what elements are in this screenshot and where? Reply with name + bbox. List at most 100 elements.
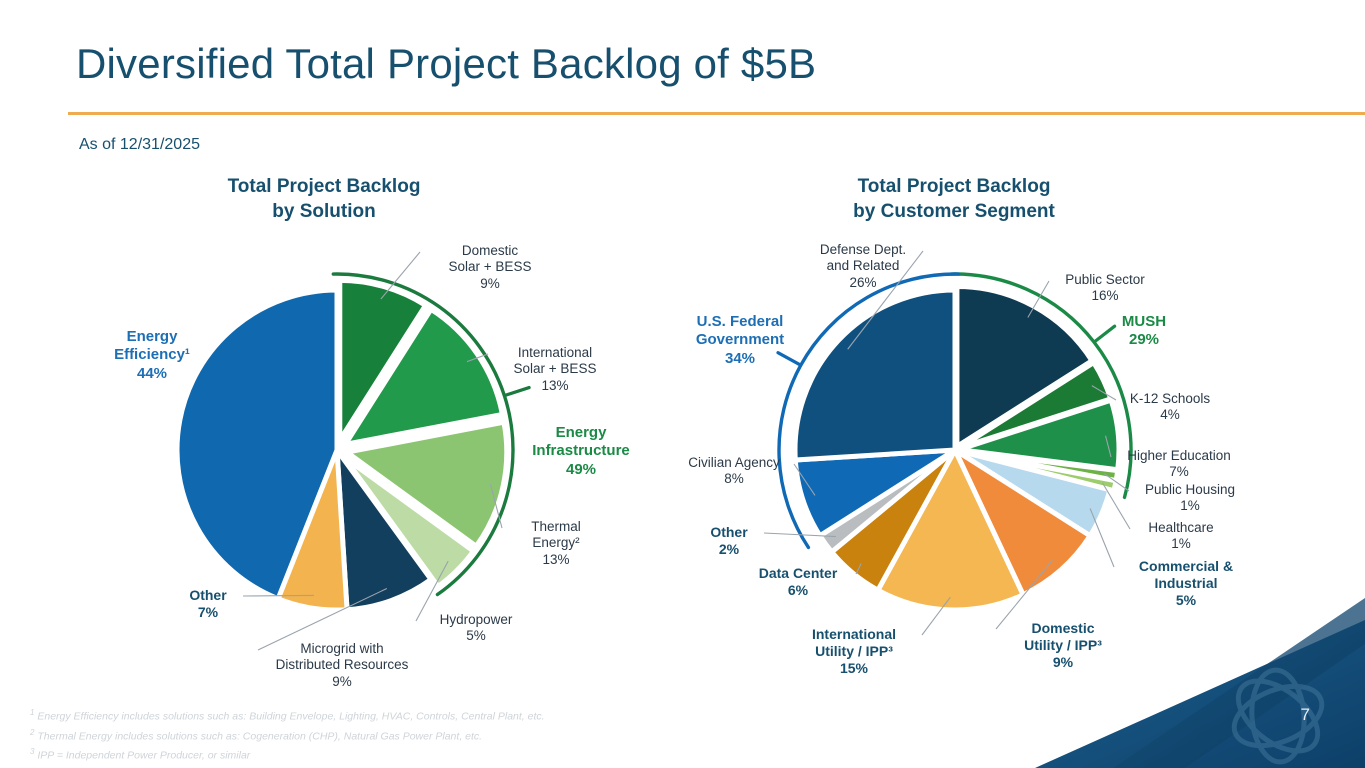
pie-slice[interactable]	[954, 283, 1095, 449]
label-percent: 15%	[839, 660, 869, 677]
footnote-1: 1 Energy Efficiency includes solutions s…	[30, 708, 545, 723]
group-label-by-customer-segment-1: U.S. Federal Government 34%	[681, 313, 799, 368]
chart-title-line1: Total Project Backlog	[227, 176, 421, 197]
chart-title-line2: by Customer Segment	[853, 201, 1055, 223]
footnote-marker: 1	[30, 708, 35, 717]
page-number: 7	[1300, 705, 1310, 724]
label-text: K-12 Schools	[1129, 391, 1211, 406]
label-percent: 7%	[1169, 464, 1189, 480]
label-text: Defense Dept. and Related	[819, 242, 907, 274]
title-divider	[68, 112, 1365, 115]
label-text: Thermal Energy²	[531, 519, 581, 551]
pie-label-by-customer-segment-11: Defense Dept. and Related 26%	[807, 242, 919, 291]
pie-slice[interactable]	[952, 447, 1093, 598]
leader-line	[489, 484, 503, 529]
label-text: Energy Efficiency¹	[114, 328, 190, 364]
label-text: Other	[189, 587, 227, 603]
label-text: Healthcare	[1148, 520, 1214, 535]
label-text: Microgrid with Distributed Resources	[275, 641, 409, 673]
chart-title-by-customer-segment: Total Project Backlog by Customer Segmen…	[776, 174, 1132, 224]
label-percent: 13%	[541, 377, 569, 393]
leader-line	[763, 532, 836, 538]
label-percent: 8%	[724, 471, 744, 487]
label-percent: 4%	[1160, 407, 1180, 423]
pie-label-by-customer-segment-8: Data Center 6%	[744, 565, 852, 599]
pie-slice[interactable]	[342, 306, 505, 447]
pie-label-by-solution-3: Hydropower 5%	[420, 612, 532, 645]
leader-line	[1027, 280, 1050, 318]
as-of-date: As of 12/31/2025	[79, 136, 200, 153]
footnotes: 1 Energy Efficiency includes solutions s…	[30, 706, 545, 765]
leader-line	[466, 353, 489, 363]
pie-label-by-solution-2: Thermal Energy² 13%	[506, 519, 606, 568]
pie-slice[interactable]	[956, 397, 1122, 473]
label-text: Energy Infrastructure	[532, 424, 630, 460]
pie-slice[interactable]	[275, 447, 350, 613]
pie-label-by-customer-segment-3: Public Housing 1%	[1133, 482, 1247, 515]
label-text: Commercial & Industrial	[1138, 558, 1234, 592]
pie-slice[interactable]	[792, 287, 958, 463]
arc-bracket-0	[331, 272, 515, 597]
arc-bracket-0	[949, 272, 1133, 500]
footnote-2: 2 Thermal Energy includes solutions such…	[30, 727, 483, 743]
footnote-marker: 3	[30, 747, 35, 757]
label-text: MUSH	[1121, 313, 1167, 330]
pie-label-by-customer-segment-1: K-12 Schools 4%	[1120, 391, 1220, 424]
arc-bracket-1	[777, 272, 961, 550]
pie-slice[interactable]	[344, 419, 510, 549]
group-label-by-customer-segment-0: MUSH 29%	[1098, 313, 1190, 350]
label-percent: 34%	[724, 349, 756, 367]
label-percent: 29%	[1128, 331, 1160, 349]
pie-slice[interactable]	[341, 454, 477, 590]
label-percent: 9%	[1052, 654, 1074, 671]
leader-line	[1104, 435, 1112, 458]
leader-line	[793, 463, 816, 496]
pie-slice[interactable]	[337, 277, 429, 443]
label-text: Public Sector	[1065, 272, 1145, 287]
footnote-3: 3 IPP = Independent Power Producer, or s…	[30, 747, 251, 762]
label-percent: 6%	[787, 582, 809, 599]
label-percent: 5%	[1175, 592, 1197, 609]
label-text: Hydropower	[439, 612, 513, 627]
pie-label-by-customer-segment-2: Higher Education 7%	[1115, 448, 1243, 481]
pie-slice[interactable]	[792, 447, 958, 539]
label-percent: 9%	[480, 275, 500, 291]
label-percent: 9%	[332, 673, 352, 689]
label-percent: 5%	[466, 628, 486, 644]
pie-label-by-solution-1: International Solar + BESS 13%	[492, 345, 618, 394]
label-percent: 1%	[1171, 536, 1191, 552]
pie-label-by-solution-6: Energy Efficiency¹ 44%	[93, 328, 211, 383]
label-text: Other	[710, 524, 748, 540]
pie-slice[interactable]	[875, 447, 1026, 613]
label-text: Higher Education	[1127, 448, 1231, 463]
leader-line	[1089, 508, 1115, 568]
label-percent: 44%	[136, 364, 168, 382]
pie-label-by-customer-segment-4: Healthcare 1%	[1134, 520, 1228, 553]
pie-slice[interactable]	[817, 447, 958, 555]
pie-label-by-customer-segment-0: Public Sector 16%	[1053, 272, 1157, 305]
chart-title-line2: by Solution	[272, 201, 376, 223]
pie-slice[interactable]	[956, 448, 1119, 494]
label-text: Data Center	[758, 565, 838, 581]
leader-line	[242, 594, 314, 597]
label-percent: 13%	[542, 551, 570, 567]
pie-slice[interactable]	[956, 360, 1114, 451]
pie-label-by-customer-segment-5: Commercial & Industrial 5%	[1118, 558, 1254, 609]
pie-label-by-solution-5: Other 7%	[177, 587, 239, 621]
label-percent: 26%	[849, 274, 877, 290]
pie-label-by-solution-4: Microgrid with Distributed Resources 9%	[262, 641, 422, 690]
pie-slice[interactable]	[334, 447, 434, 613]
label-text: Civilian Agency	[688, 455, 780, 470]
label-percent: 1%	[1180, 498, 1200, 514]
leader-line	[855, 563, 862, 575]
group-label-by-solution-0: Energy Infrastructure 49%	[520, 424, 642, 479]
label-percent: 49%	[565, 460, 597, 478]
pie-slice[interactable]	[952, 447, 1113, 539]
pie-label-by-solution-0: Domestic Solar + BESS 9%	[424, 243, 556, 292]
label-text: Domestic Utility / IPP³	[1024, 620, 1102, 654]
label-percent: 7%	[197, 604, 219, 621]
leader-line	[1091, 385, 1117, 401]
pie-slice[interactable]	[956, 448, 1121, 484]
label-percent: 2%	[718, 541, 740, 558]
